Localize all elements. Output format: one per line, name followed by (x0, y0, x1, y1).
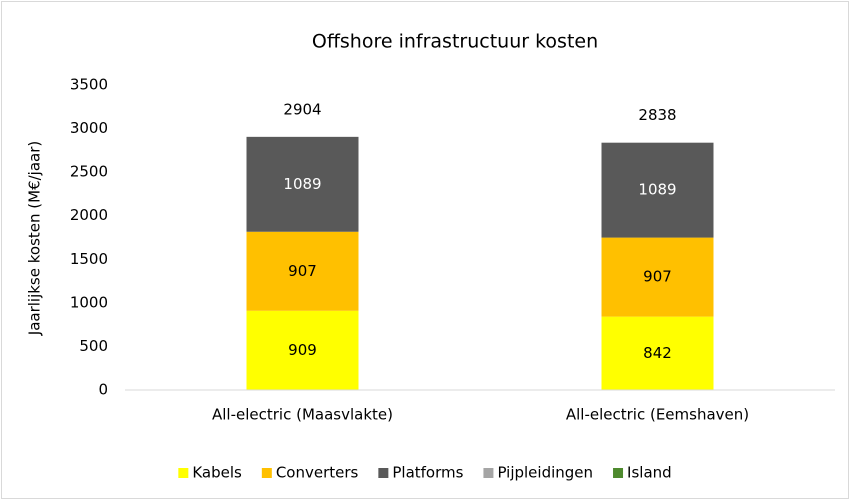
y-tick-label: 3500 (70, 76, 108, 94)
legend-swatch (261, 468, 272, 478)
legend-item: Converters (261, 464, 359, 482)
bar-segment (601, 316, 714, 390)
y-tick-label: 500 (79, 337, 108, 355)
data-label: 842 (643, 344, 672, 362)
legend-label: Kabels (192, 464, 242, 482)
chart-title: Offshore infrastructuur kosten (312, 31, 598, 53)
bar-segment (246, 231, 359, 311)
legend-item: Pijpleidingen (483, 464, 593, 482)
data-label: 1089 (638, 181, 676, 199)
y-tick-label: 2000 (70, 206, 108, 224)
y-axis-label: Jaarlijkse kosten (M€/jaar) (26, 141, 44, 336)
x-tick-label: All-electric (Eemshaven) (566, 406, 749, 424)
bar-segment (601, 142, 714, 238)
legend-swatch (483, 468, 494, 478)
total-label: 2838 (638, 106, 676, 124)
total-label: 2904 (283, 100, 321, 118)
legend-swatch (178, 468, 189, 478)
y-tick-label: 1000 (70, 293, 108, 311)
y-tick-label: 0 (98, 381, 108, 399)
legend-label: Converters (276, 464, 359, 482)
x-tick-label: All-electric (Maasvlakte) (212, 406, 393, 424)
y-tick-label: 3000 (70, 119, 108, 137)
legend-item: Island (613, 464, 672, 482)
legend-item: Kabels (178, 464, 242, 482)
legend-item: Platforms (378, 464, 464, 482)
data-label: 1089 (283, 175, 321, 193)
legend-swatch (378, 468, 389, 478)
bar-segment (246, 310, 359, 390)
legend-label: Pijpleidingen (497, 464, 593, 482)
bar-segment (246, 136, 359, 232)
legend-label: Platforms (392, 464, 463, 482)
data-label: 907 (643, 268, 672, 286)
legend-swatch (613, 468, 624, 478)
legend-label: Island (627, 464, 672, 482)
data-label: 907 (288, 262, 317, 280)
y-tick-label: 1500 (70, 250, 108, 268)
bar-segment (601, 237, 714, 317)
data-label: 909 (288, 341, 317, 359)
y-tick-label: 2500 (70, 163, 108, 181)
